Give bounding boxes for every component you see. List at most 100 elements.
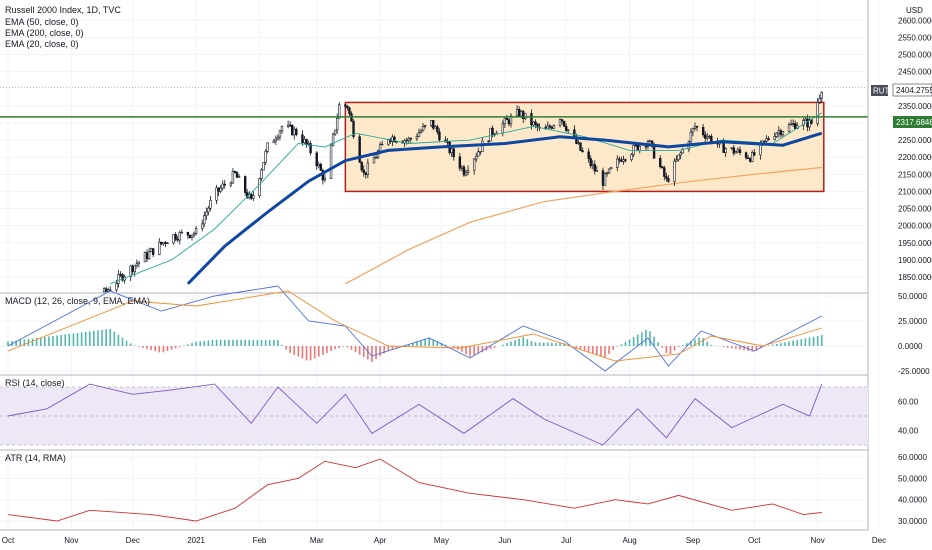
candle-body[interactable] xyxy=(252,195,255,199)
candle-body[interactable] xyxy=(667,178,670,182)
candle-body[interactable] xyxy=(223,183,226,186)
candle-body[interactable] xyxy=(421,126,425,132)
candle-body[interactable] xyxy=(787,124,791,132)
candle-body[interactable] xyxy=(744,152,748,159)
ema50-line[interactable] xyxy=(186,131,823,285)
candle-body[interactable] xyxy=(190,234,194,238)
candle-body[interactable] xyxy=(732,147,736,154)
candle-body[interactable] xyxy=(137,261,141,265)
candle-body[interactable] xyxy=(309,143,312,154)
candle-body[interactable] xyxy=(489,127,492,142)
candle-body[interactable] xyxy=(472,158,476,171)
candle-body[interactable] xyxy=(519,111,523,117)
candle-body[interactable] xyxy=(751,152,754,162)
candle-body[interactable] xyxy=(160,241,163,245)
candle-body[interactable] xyxy=(217,187,220,192)
candle-body[interactable] xyxy=(221,183,224,189)
candle-body[interactable] xyxy=(779,130,783,136)
candle-body[interactable] xyxy=(644,146,648,148)
candle-body[interactable] xyxy=(532,121,535,126)
candle-body[interactable] xyxy=(109,289,112,291)
candle-body[interactable] xyxy=(505,118,509,121)
candle-body[interactable] xyxy=(203,215,206,225)
candle-body[interactable] xyxy=(609,167,613,170)
candle-body[interactable] xyxy=(147,251,151,259)
candle-body[interactable] xyxy=(530,112,533,126)
candle-body[interactable] xyxy=(315,152,318,167)
candle-body[interactable] xyxy=(219,187,222,192)
legend-ema20[interactable]: EMA (20, close, 0) xyxy=(5,39,79,49)
candle-body[interactable] xyxy=(458,156,462,169)
candle-body[interactable] xyxy=(423,125,427,127)
candle-body[interactable] xyxy=(260,169,263,179)
candle-body[interactable] xyxy=(329,144,333,179)
candle-body[interactable] xyxy=(164,242,167,244)
candle-body[interactable] xyxy=(166,242,169,244)
candle-body[interactable] xyxy=(151,248,155,255)
candle-body[interactable] xyxy=(333,129,337,135)
candle-body[interactable] xyxy=(765,138,768,142)
candle-body[interactable] xyxy=(180,231,183,234)
candle-body[interactable] xyxy=(438,131,441,141)
candle-body[interactable] xyxy=(708,135,711,138)
candle-body[interactable] xyxy=(777,130,781,134)
candle-body[interactable] xyxy=(775,132,778,137)
candle-body[interactable] xyxy=(591,164,594,167)
candle-body[interactable] xyxy=(507,119,511,125)
candle-body[interactable] xyxy=(810,119,813,124)
candle-body[interactable] xyxy=(618,158,621,161)
candle-body[interactable] xyxy=(250,193,253,199)
candle-body[interactable] xyxy=(380,143,384,146)
candle-body[interactable] xyxy=(135,263,139,266)
candle-body[interactable] xyxy=(734,151,738,154)
candle-body[interactable] xyxy=(560,119,564,122)
candle-body[interactable] xyxy=(753,152,756,156)
range-box[interactable] xyxy=(344,101,825,193)
candle-body[interactable] xyxy=(693,126,697,129)
macd-pane[interactable] xyxy=(7,285,823,372)
candle-body[interactable] xyxy=(466,169,470,173)
candle-body[interactable] xyxy=(616,158,619,168)
candle-body[interactable] xyxy=(186,231,190,236)
candle-body[interactable] xyxy=(773,136,776,140)
candle-body[interactable] xyxy=(503,118,507,125)
candle-body[interactable] xyxy=(562,120,566,127)
candle-body[interactable] xyxy=(550,126,554,129)
candle-body[interactable] xyxy=(266,142,269,152)
candle-body[interactable] xyxy=(577,142,580,144)
candle-body[interactable] xyxy=(158,241,161,255)
candle-body[interactable] xyxy=(607,168,611,174)
candle-body[interactable] xyxy=(632,144,635,155)
candle-body[interactable] xyxy=(748,158,752,162)
candle-body[interactable] xyxy=(215,187,218,201)
candle-body[interactable] xyxy=(301,134,304,144)
candle-body[interactable] xyxy=(806,118,809,128)
candle-body[interactable] xyxy=(395,141,398,143)
candle-body[interactable] xyxy=(374,157,378,159)
candle-body[interactable] xyxy=(722,141,725,153)
candle-body[interactable] xyxy=(133,265,136,273)
candle-body[interactable] xyxy=(620,159,623,162)
price-pane[interactable] xyxy=(0,91,868,293)
candle-body[interactable] xyxy=(115,283,118,291)
candle-body[interactable] xyxy=(816,102,819,124)
candle-body[interactable] xyxy=(659,157,662,167)
rsi-line[interactable] xyxy=(7,383,823,446)
candle-body[interactable] xyxy=(581,150,584,153)
candle-body[interactable] xyxy=(145,252,149,259)
candle-body[interactable] xyxy=(119,273,122,276)
candle-body[interactable] xyxy=(793,123,797,129)
candle-body[interactable] xyxy=(450,148,453,154)
candle-body[interactable] xyxy=(689,131,693,143)
candle-body[interactable] xyxy=(481,140,484,152)
candle-body[interactable] xyxy=(452,148,455,158)
candle-body[interactable] xyxy=(446,141,449,143)
rsi-label[interactable]: RSI (14, close) xyxy=(5,378,65,388)
candle-body[interactable] xyxy=(534,121,537,125)
candle-body[interactable] xyxy=(149,248,153,253)
candle-body[interactable] xyxy=(348,107,351,115)
candle-body[interactable] xyxy=(573,129,576,137)
candle-body[interactable] xyxy=(746,157,750,159)
candle-body[interactable] xyxy=(344,104,347,107)
candle-body[interactable] xyxy=(595,170,599,172)
